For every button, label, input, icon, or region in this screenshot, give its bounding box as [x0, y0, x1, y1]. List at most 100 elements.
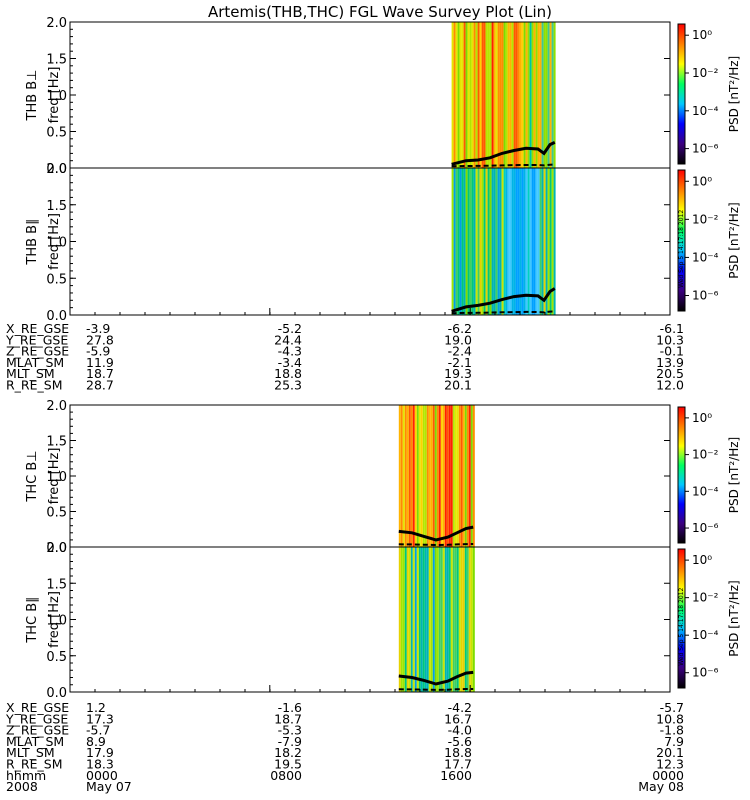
y-tick-label: 0.0 — [46, 541, 67, 556]
ephemeris-value: -1.8 — [660, 723, 684, 738]
ephemeris-value: 18.3 — [86, 757, 114, 772]
spectrogram-column — [485, 22, 488, 168]
ephemeris-value: 18.8 — [274, 366, 302, 381]
ephemeris-value: -6.1 — [660, 321, 684, 336]
ephemeris-value: -3.9 — [86, 321, 110, 336]
colorbar-tick-label: 10⁰ — [692, 411, 712, 425]
spectrogram-column — [487, 168, 490, 315]
spectrogram-column — [527, 22, 530, 168]
spectrogram-column — [469, 168, 472, 315]
colorbar-label: PSD [nT²/Hz] — [727, 56, 741, 132]
ephemeris-value: 19.5 — [274, 757, 302, 772]
spectrogram-column — [505, 168, 508, 315]
panel-frame — [69, 404, 671, 548]
spectrogram-column — [475, 22, 478, 168]
ephemeris-value: 10.3 — [656, 332, 684, 347]
ephemeris-value: 17.3 — [86, 711, 114, 726]
ephemeris-label: hhmm — [6, 768, 46, 783]
spectrogram-column — [457, 22, 460, 168]
spectrogram-column — [549, 168, 552, 315]
spectrogram-column — [487, 22, 490, 168]
ephemeris-value: 20.5 — [656, 366, 684, 381]
spectrogram-column — [426, 547, 429, 692]
spectrogram-column — [436, 405, 439, 547]
spectrogram-column — [450, 405, 453, 547]
spectrogram-column — [511, 168, 514, 315]
spectrogram-column — [477, 22, 480, 168]
colorbar-tick-label: 10⁻² — [692, 212, 719, 226]
ephemeris-label: 2008 — [6, 779, 38, 794]
spectrogram-column — [459, 22, 462, 168]
spectrogram-column — [446, 405, 449, 547]
ephemeris-value: 12.3 — [656, 757, 684, 772]
spectrogram-column — [525, 22, 528, 168]
spectrogram-column — [458, 405, 461, 547]
y-tick-label: 0.5 — [46, 650, 67, 665]
ephemeris-value: -5.7 — [660, 700, 684, 715]
y-tick-label: 0.0 — [46, 162, 67, 177]
spectrogram-column — [400, 405, 403, 547]
gyrofrequency-line — [398, 525, 474, 542]
y-tick-label: 2.0 — [46, 541, 67, 556]
spectrogram-column — [531, 168, 534, 315]
spectrogram-panels: 0.0 0.5 1.0 1.5 2.0 THB B⊥ freq [Hz] 10⁰ 10⁻² 10⁻… — [25, 16, 741, 701]
spectrogram-column — [460, 547, 463, 692]
ephemeris-label: MLT_SM — [6, 745, 55, 760]
spectrogram-column — [402, 405, 405, 547]
colorbar — [677, 23, 686, 165]
ephemeris-label: MLAT_SM — [6, 355, 64, 370]
spectrogram-column — [472, 547, 475, 692]
spectrogram-column — [505, 22, 508, 168]
ephemeris-value: 27.8 — [86, 332, 114, 347]
spectrogram-column — [457, 168, 460, 315]
ephemeris-label: R_RE_SM — [6, 757, 63, 772]
spectrogram-column — [481, 168, 484, 315]
y-tick-label: 1.5 — [46, 577, 67, 592]
spectrogram-column — [473, 168, 476, 315]
ephemeris-label: Z_RE_GSE — [6, 344, 69, 359]
ephemeris-value: -1.6 — [278, 700, 302, 715]
ephemeris-value: 1600 — [440, 768, 472, 783]
spectrogram-column — [432, 547, 435, 692]
spectrogram-column — [517, 168, 520, 315]
spectrogram-column — [517, 22, 520, 168]
ephemeris-value: 11.9 — [86, 355, 114, 370]
ephemeris-value: 13.9 — [656, 355, 684, 370]
spectrogram-column — [473, 22, 476, 168]
y-tick-label: 0.5 — [46, 126, 67, 141]
spectrogram-column — [453, 22, 456, 168]
axis-ylabel: freq [Hz] — [47, 213, 62, 270]
ephemeris-value: May 07 — [86, 779, 132, 794]
spectrogram-column — [553, 168, 556, 315]
gyrofrequency-line — [451, 287, 556, 313]
spectrogram-column — [455, 168, 458, 315]
ephemeris-value: 17.7 — [444, 757, 472, 772]
ephemeris-value: 0800 — [270, 768, 302, 783]
spectrogram-column — [418, 547, 421, 692]
spectrogram-column — [454, 547, 457, 692]
spectrogram-column — [472, 405, 475, 547]
ephemeris-label: X_RE_GSE — [6, 321, 69, 336]
colorbar-tick-label: 10⁻² — [692, 448, 719, 462]
spectrogram-column — [410, 405, 413, 547]
ephemeris-value: 8.9 — [86, 734, 106, 749]
dashed-frequency-line — [398, 543, 474, 547]
ephemeris-value: -5.9 — [86, 344, 110, 359]
spectrogram-column — [507, 22, 510, 168]
spectrogram-data — [451, 168, 556, 315]
spectrogram-column — [470, 547, 473, 692]
ephemeris-value: 18.7 — [86, 366, 114, 381]
spectrogram-column — [523, 22, 526, 168]
spectrogram-column — [422, 547, 425, 692]
y-tick-label: 0.5 — [46, 272, 67, 287]
spectrogram-column — [497, 168, 500, 315]
spectrogram-column — [523, 168, 526, 315]
spectrogram-column — [513, 22, 516, 168]
spectrogram-column — [468, 547, 471, 692]
spectrogram-column — [468, 405, 471, 547]
spectrogram-column — [495, 168, 498, 315]
spectrogram-column — [470, 405, 473, 547]
y-tick-label: 1.5 — [46, 53, 67, 68]
colorbar-tick-label: 10⁻⁶ — [692, 288, 719, 302]
ephemeris-value: 18.8 — [444, 745, 472, 760]
